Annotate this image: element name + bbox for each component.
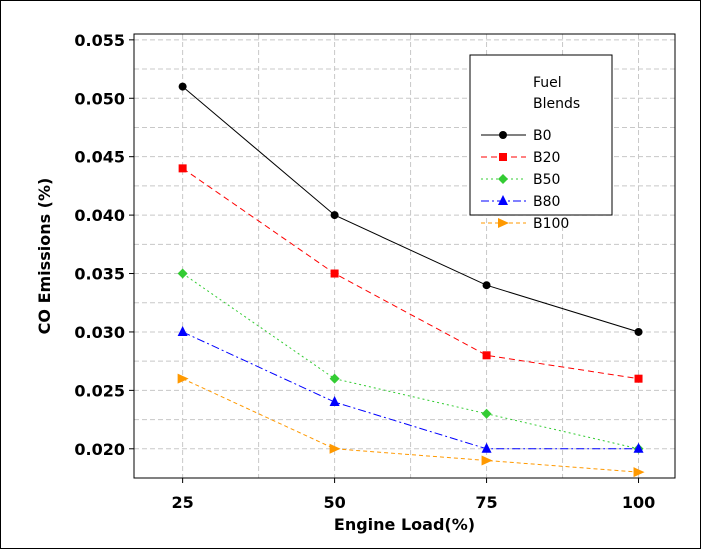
data-point-b20 [634, 374, 643, 383]
y-tick-label: 0.040 [74, 206, 125, 225]
legend-label-b100: B100 [533, 216, 569, 232]
series-line-b100 [182, 378, 639, 473]
legend: Fuel Blends B0 B20 B50 B80 B100 [469, 54, 613, 232]
x-tick-label: 75 [475, 493, 497, 512]
data-point-b0 [178, 82, 187, 91]
series-line-b20 [182, 167, 639, 380]
y-tick-label: 0.035 [74, 265, 125, 284]
y-tick-label: 0.050 [74, 89, 125, 108]
data-point-b20 [330, 269, 339, 278]
data-point-b80 [481, 442, 492, 453]
series-b100 [177, 373, 645, 478]
data-point-b100 [177, 373, 189, 384]
data-point-b20 [482, 351, 491, 360]
data-point-b100 [329, 443, 341, 454]
data-point-b0 [482, 281, 491, 290]
x-tick-label: 100 [622, 493, 655, 512]
series-layer [177, 82, 645, 478]
data-point-b0 [634, 327, 643, 336]
y-tick-label: 0.045 [74, 148, 125, 167]
data-point-b50 [177, 268, 188, 279]
legend-title: Fuel Blends [533, 75, 580, 112]
legend-label-b20: B20 [533, 150, 560, 166]
legend-marker-b80 [498, 195, 508, 205]
series-line-b80 [182, 331, 639, 450]
data-point-b20 [178, 164, 187, 173]
x-tick-label: 25 [171, 493, 193, 512]
series-line-b0 [182, 86, 639, 333]
x-tick-label: 50 [323, 493, 345, 512]
series-b20 [178, 164, 643, 383]
legend-label-b50: B50 [533, 172, 560, 188]
data-point-b50 [481, 408, 492, 419]
legend-label-b0: B0 [533, 128, 552, 144]
plot-area [133, 33, 676, 479]
series-b0 [178, 82, 643, 336]
legend-marker-b0 [499, 131, 507, 139]
data-point-b100 [481, 455, 493, 466]
legend-marker-b20 [499, 153, 507, 161]
series-b80 [177, 325, 644, 453]
x-axis-title: Engine Load(%) [334, 515, 475, 534]
data-point-b50 [329, 373, 340, 384]
data-point-b80 [177, 325, 188, 336]
y-tick-label: 0.030 [74, 323, 125, 342]
y-tick-label: 0.020 [74, 440, 125, 459]
y-tick-label: 0.055 [74, 31, 125, 50]
y-axis-title: CO Emissions (%) [35, 178, 54, 335]
legend-marker-b100 [498, 218, 509, 228]
axis-ticks: 25 50 75 100 0.020 0.025 0.030 0.035 0.040 0.045 0… [74, 31, 655, 512]
data-point-b80 [633, 442, 644, 453]
data-point-b80 [329, 396, 340, 407]
legend-label-b80: B80 [533, 194, 560, 210]
y-tick-label: 0.025 [74, 381, 125, 400]
data-point-b0 [330, 211, 339, 220]
data-point-b100 [633, 467, 645, 478]
legend-marker-b50 [498, 174, 508, 184]
